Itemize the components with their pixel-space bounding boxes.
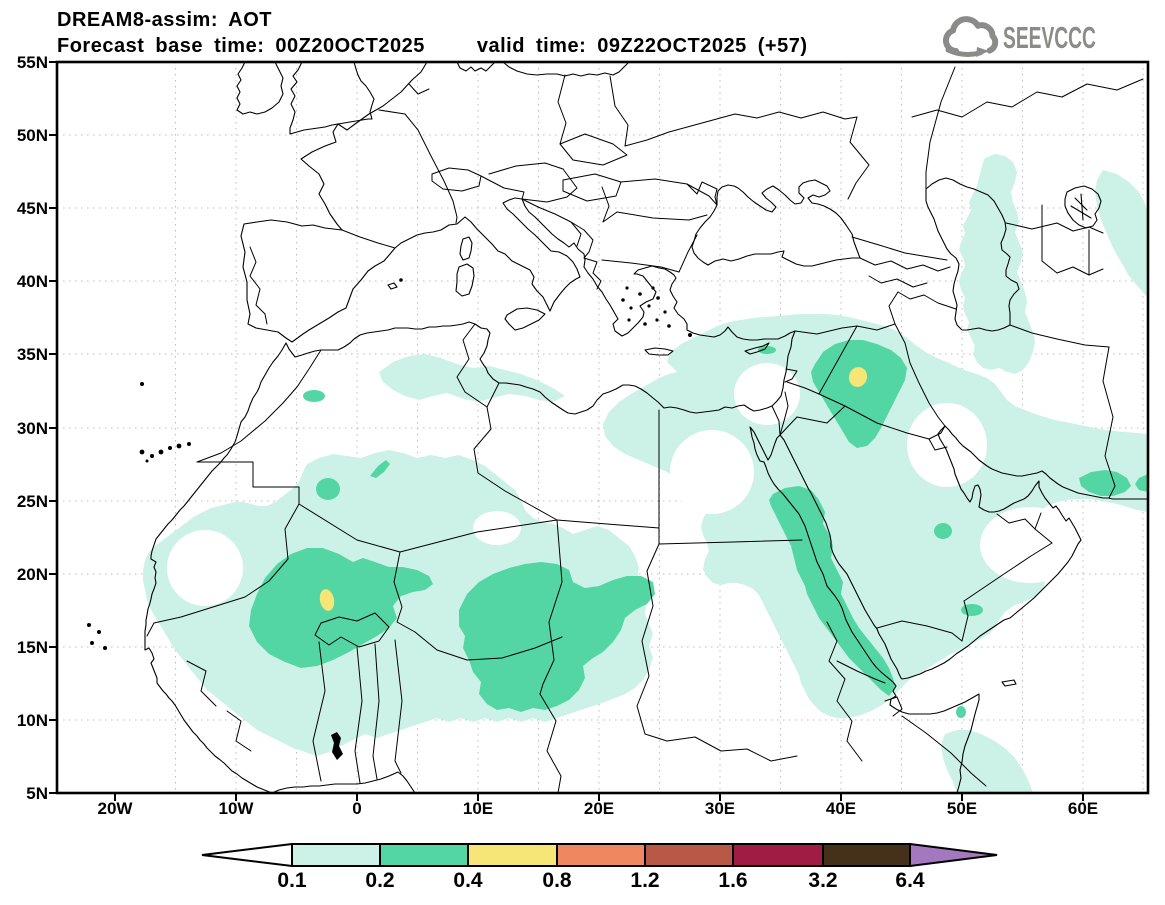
- lat-label-30n: 30N: [16, 419, 48, 438]
- cbar-label-0.8: 0.8: [542, 869, 572, 892]
- colorbar-arrow-above: [909, 842, 998, 868]
- aral-inner-marks: [1070, 193, 1092, 221]
- colorbar-seg-16: [732, 843, 824, 867]
- axis-ticks: [49, 61, 1084, 801]
- lon-label-60e: 60E: [1067, 799, 1099, 818]
- island-cyprus: [744, 342, 770, 355]
- coastlines: [144, 61, 1149, 794]
- aot-teal-mali: [249, 548, 433, 668]
- lat-label-20n: 20N: [16, 565, 48, 584]
- aot-yellow-mali: [319, 589, 335, 611]
- cbar-label-1.6: 1.6: [718, 869, 748, 892]
- cbar-label-0.1: 0.1: [277, 869, 307, 892]
- hole-mauritania: [167, 530, 243, 606]
- lon-label-0: 0: [352, 799, 362, 818]
- hole-algeria-east: [473, 511, 521, 545]
- colorbar-seg-04: [467, 843, 558, 867]
- colorbar-seg-32: [822, 843, 911, 867]
- colorbar-seg-12: [644, 843, 734, 867]
- aot-shade-04-08: [319, 367, 868, 611]
- page-title: DREAM8-assim: AOT: [57, 9, 273, 31]
- aot-holes: [167, 363, 1080, 606]
- cbar-label-6.4: 6.4: [895, 869, 925, 892]
- lat-label-25n: 25N: [16, 492, 48, 511]
- subtitle-line: Forecast base time: 00Z20OCT2025 valid ti…: [57, 33, 808, 59]
- aot-teal-north-algeria: [303, 390, 325, 402]
- coast-arabia-red-sea: [749, 425, 1149, 794]
- lon-label-10e: 10E: [462, 799, 494, 818]
- lon-label-20w: 20W: [97, 799, 133, 818]
- lat-label-15n: 15N: [16, 638, 48, 657]
- lake-volta: [331, 732, 343, 760]
- lat-label-10n: 10N: [16, 711, 48, 730]
- aot-shade-02-04: [249, 340, 1148, 718]
- cbar-label-0.4: 0.4: [453, 869, 483, 892]
- coast-black-sea: [691, 179, 861, 267]
- aot-teal-right-edge: [1135, 474, 1148, 492]
- lon-label-10w: 10W: [218, 799, 254, 818]
- aot-teal-syria-iraq: [811, 340, 907, 448]
- aot-shade-01-02: [143, 154, 1148, 793]
- lat-label-35n: 35N: [16, 345, 48, 364]
- coast-aral-sea: [1064, 185, 1102, 229]
- coast-ireland: [236, 61, 284, 115]
- colorbar-seg-01: [291, 843, 381, 867]
- aot-teal-red-sea: [769, 486, 895, 696]
- island-sardinia: [455, 263, 475, 297]
- aot-region-somalia-coast: [941, 730, 1033, 793]
- aot-teal-chad-sudan: [459, 562, 655, 712]
- small-islands: [87, 278, 692, 760]
- cbar-label-1.2: 1.2: [630, 869, 660, 892]
- lon-label-30e: 30E: [704, 799, 736, 818]
- lat-label-5n: 5N: [26, 784, 48, 803]
- aot-colorbar: [201, 842, 998, 868]
- coast-baltic: [502, 61, 630, 77]
- aot-teal-somalia-dot: [956, 706, 966, 718]
- aot-teal-south-arabia: [961, 604, 983, 616]
- forecast-map: [49, 60, 1150, 801]
- aot-teal-cyprus-east: [758, 346, 776, 354]
- colorbar-arrow-below: [201, 842, 293, 868]
- lat-label-45n: 45N: [16, 199, 48, 218]
- hole-east-mediterranean: [734, 363, 800, 425]
- hole-central-egypt: [670, 430, 754, 514]
- island-crete: [644, 347, 674, 356]
- aot-teal-makran-coast: [1079, 470, 1131, 496]
- lon-label-50e: 50E: [946, 799, 978, 818]
- aot-yellow-syria: [848, 367, 868, 387]
- coast-denmark: [456, 61, 496, 72]
- hole-north-saudi: [907, 403, 987, 487]
- colorbar-seg-08: [556, 843, 646, 867]
- cbar-label-3.2: 3.2: [808, 869, 838, 892]
- logo-wordmark: SEEVCCC: [1003, 20, 1097, 55]
- island-corsica: [459, 236, 473, 261]
- island-socotra: [1001, 679, 1017, 687]
- lat-label-40n: 40N: [16, 272, 48, 291]
- cloud-arrow-icon: [943, 16, 999, 57]
- seevccc-logo: SEEVCCC: [941, 16, 1153, 60]
- cbar-label-0.2: 0.2: [365, 869, 395, 892]
- hole-central-saudi: [980, 507, 1080, 583]
- coast-europe-africa: [144, 61, 796, 794]
- aot-teal-algeria-spot: [316, 478, 340, 500]
- coast-great-britain: [289, 61, 375, 135]
- base-time-label: Forecast base time: 00Z20OCT2025: [57, 35, 425, 57]
- aot-region-caspian: [959, 154, 1035, 374]
- lon-label-20e: 20E: [583, 799, 615, 818]
- lon-label-40e: 40E: [825, 799, 857, 818]
- valid-time-label: valid time: 09Z22OCT2025 (+57): [476, 35, 808, 57]
- lat-label-50n: 50N: [16, 126, 48, 145]
- colorbar-seg-02: [379, 843, 469, 867]
- aot-region-tunisia-sicily: [379, 354, 565, 402]
- aot-region-mideast-arabia: [603, 314, 1148, 718]
- aot-teal-sliver-north-mali: [370, 460, 390, 478]
- lat-label-55n: 55N: [16, 53, 48, 72]
- aot-region-northeast-corner: [1095, 170, 1148, 298]
- country-borders: [146, 66, 1144, 794]
- island-sicily: [504, 307, 546, 331]
- aot-teal-central-arabia: [934, 523, 952, 539]
- island-mallorca: [387, 282, 398, 290]
- header-titles: DREAM8-assim: AOT Forecast base time: 00…: [57, 7, 808, 59]
